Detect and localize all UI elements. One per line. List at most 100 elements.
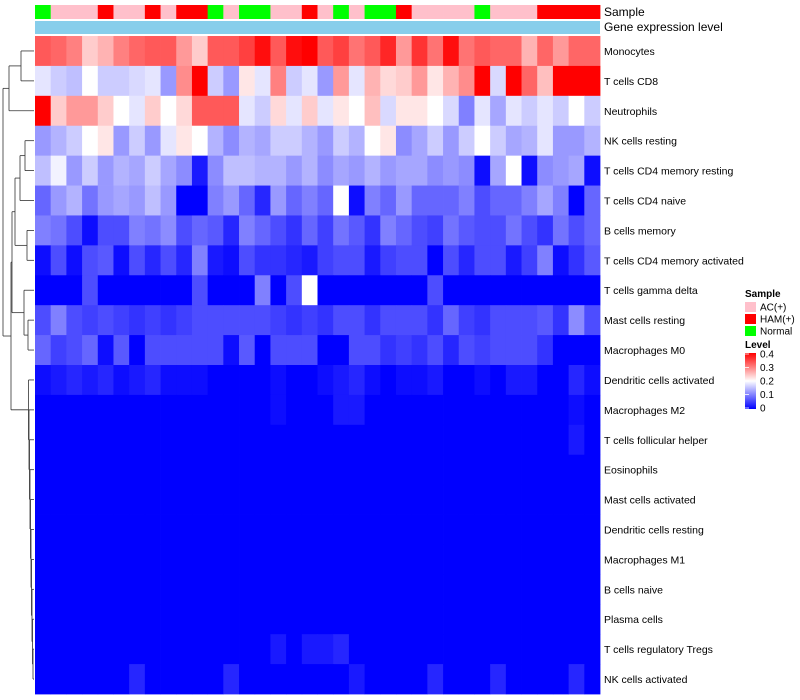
heatmap-cell [50,305,67,336]
sample-annotation-cell [66,5,83,19]
heatmap-cell [50,394,67,426]
heatmap-cell [160,484,177,515]
heatmap-cell [474,95,491,127]
heatmap-cell [239,484,256,515]
heatmap-cell [223,155,240,186]
heatmap-cell [97,215,114,246]
heatmap-cell [521,36,538,67]
heatmap-cell [97,604,114,635]
heatmap-cell [490,514,507,545]
heatmap-cell [191,544,209,575]
heatmap-cell [411,185,428,216]
heatmap-cell [474,245,491,276]
sample-annotation-cell [113,5,130,19]
heatmap-cell [505,604,522,635]
heatmap-cell [584,365,601,396]
heatmap-cell [207,664,224,695]
heatmap-cell [113,125,130,157]
heatmap-cell [254,95,271,127]
heatmap-cell [348,664,365,695]
heatmap-cell [364,125,381,157]
heatmap-cell [395,365,413,396]
heatmap-cell [317,514,334,545]
heatmap-cell [458,514,475,545]
heatmap-cell [348,574,365,605]
heatmap-cell [348,65,365,97]
heatmap-cell [348,424,365,456]
heatmap-cell [395,604,413,635]
heatmap-cell [113,424,130,456]
heatmap-cell [537,245,554,276]
heatmap-cell [474,424,491,456]
heatmap-cell [411,305,428,336]
heatmap-cell [380,365,397,396]
heatmap-cell [223,634,240,665]
heatmap-cell [82,424,99,456]
heatmap-cell [50,155,67,186]
level-tick-label: 0.3 [760,363,774,374]
heatmap-cell [270,65,287,97]
heatmap-cell [97,454,114,486]
heatmap-cell [443,454,460,486]
heatmap-cell [474,185,491,216]
heatmap-cell [474,604,491,635]
heatmap-cell [160,125,177,157]
heatmap-cell [82,484,99,515]
sample-annotation-cell [191,5,209,19]
heatmap-cell [50,574,67,605]
heatmap-cell [239,245,256,276]
heatmap-cell [552,394,570,426]
heatmap-cell [113,95,130,127]
heatmap-cell [505,514,522,545]
heatmap-cell [474,365,491,396]
heatmap-cell [427,424,444,456]
heatmap-cell [521,454,538,486]
heatmap-cell [521,634,538,665]
sample-legend: Sample AC(+)HAM(+)Normal [745,289,795,338]
heatmap-cell [35,424,52,456]
row-label: NK cells resting [604,136,677,148]
heatmap-cell [144,604,161,635]
heatmap-cell [395,424,413,456]
heatmap-cell [144,394,161,426]
heatmap-cell [380,544,397,575]
heatmap-cell [552,95,570,127]
sample-annotation-cell [552,5,570,19]
heatmap-cell [380,155,397,186]
heatmap-cell [364,36,381,67]
heatmap-cell [380,604,397,635]
heatmap-cell [411,65,428,97]
heatmap-cell [552,454,570,486]
heatmap-cell [427,215,444,246]
heatmap-cell [427,36,444,67]
heatmap-cell [380,95,397,127]
heatmap-cell [348,95,365,127]
heatmap-cell [568,65,585,97]
heatmap-cell [286,245,303,276]
heatmap-cell [254,305,271,336]
heatmap-cell [254,424,271,456]
heatmap-cell [35,484,52,515]
heatmap-cell [395,394,413,426]
heatmap-cell [50,245,67,276]
heatmap-cell [82,394,99,426]
heatmap-cell [537,365,554,396]
heatmap-cell [333,664,350,695]
heatmap-cell [474,155,491,186]
heatmap-cell [129,604,146,635]
heatmap-cell [552,514,570,545]
sample-annotation-cell [144,5,161,19]
heatmap-cell [333,65,350,97]
heatmap-cell [317,125,334,157]
heatmap-cell [35,245,52,276]
heatmap-cell [113,185,130,216]
heatmap-cell [568,574,585,605]
heatmap-cell [176,305,193,336]
row-label: Plasma cells [604,614,663,626]
heatmap-cell [270,424,287,456]
heatmap-cell [537,664,554,695]
heatmap-cell [129,36,146,67]
heatmap-cell [66,514,83,545]
heatmap-cell [505,484,522,515]
heatmap-cell [521,305,538,336]
